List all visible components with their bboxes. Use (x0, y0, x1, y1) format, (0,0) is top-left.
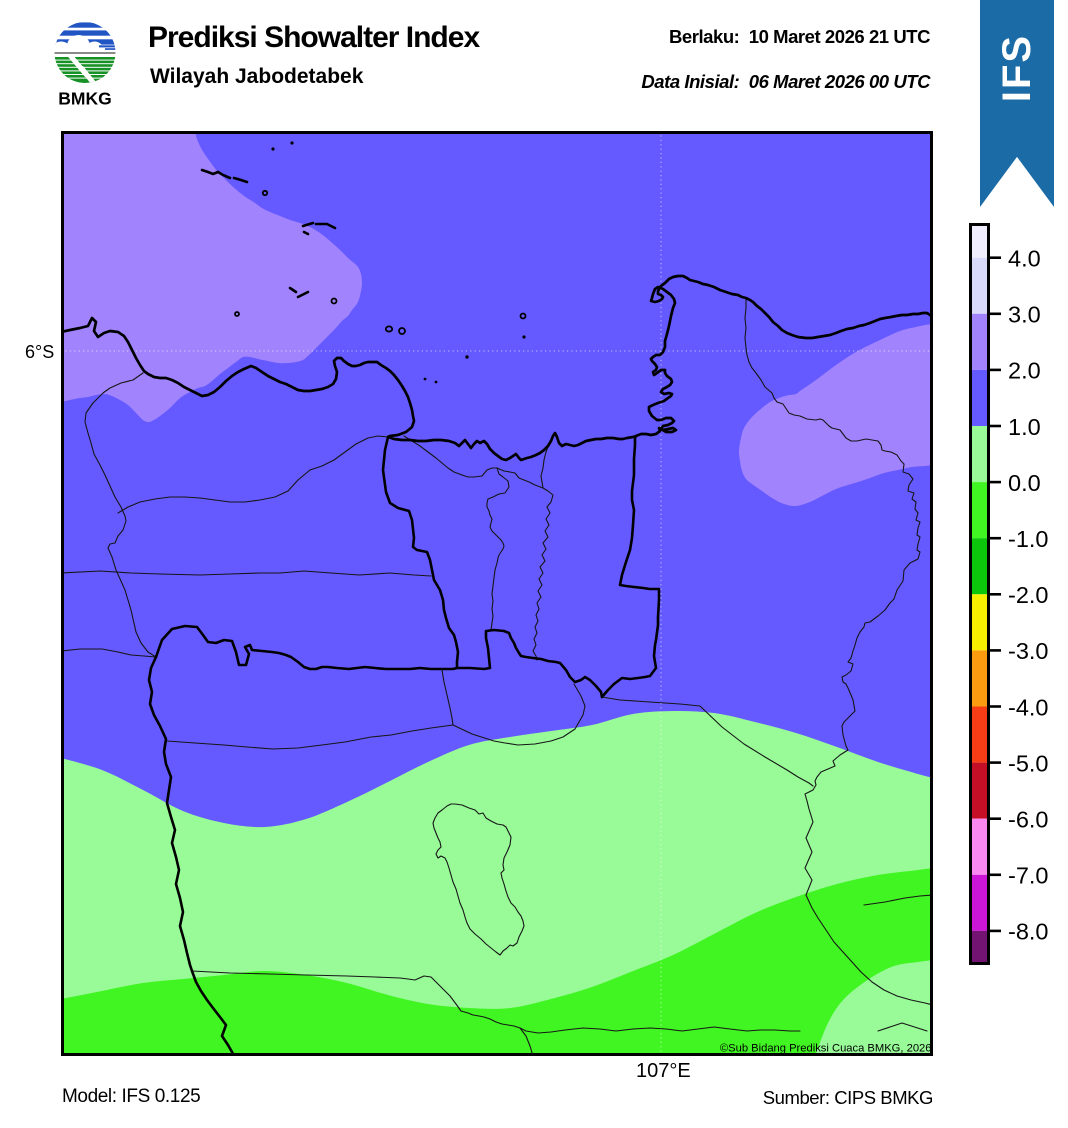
svg-text:BMKG: BMKG (58, 89, 111, 108)
svg-text:2.0: 2.0 (1008, 358, 1041, 384)
svg-text:0.0: 0.0 (1008, 470, 1041, 496)
svg-text:-8.0: -8.0 (1008, 919, 1049, 945)
svg-text:-6.0: -6.0 (1008, 807, 1049, 833)
svg-text:-7.0: -7.0 (1008, 863, 1049, 889)
svg-text:1.0: 1.0 (1008, 414, 1041, 440)
svg-text:-1.0: -1.0 (1008, 526, 1049, 552)
svg-text:-4.0: -4.0 (1008, 694, 1049, 720)
svg-text:-2.0: -2.0 (1008, 582, 1049, 608)
svg-text:4.0: 4.0 (1008, 246, 1041, 272)
svg-text:©Sub Bidang Prediksi Cuaca BMK: ©Sub Bidang Prediksi Cuaca BMKG, 2026 (720, 1043, 932, 1055)
svg-text:-3.0: -3.0 (1008, 638, 1049, 664)
svg-text:3.0: 3.0 (1008, 302, 1041, 328)
svg-text:-5.0: -5.0 (1008, 750, 1049, 776)
